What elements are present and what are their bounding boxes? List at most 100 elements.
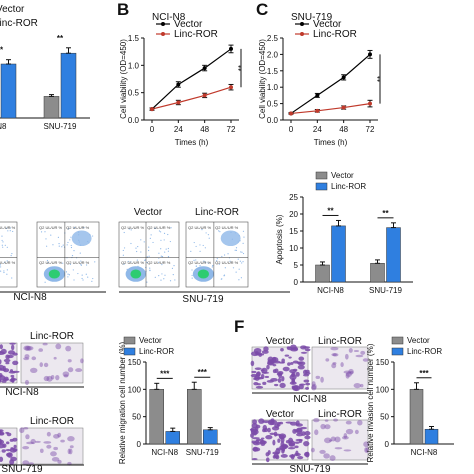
series-vector-bar [315,261,330,283]
stained-cell [43,441,52,444]
significance-label: ** [382,209,389,218]
series-vector-bar [149,382,164,445]
flow-event [61,246,63,248]
stained-cell [46,431,51,437]
flow-event [136,259,138,261]
flow-event [130,261,132,263]
panel-a-partial: -N8 ** SNU-719 ** Vector Linc-ROR [0,4,90,131]
flow-event [12,230,14,233]
series-linc-ror-bar [203,427,218,445]
flow-event [148,246,150,248]
stained-cell [273,383,279,387]
data-point [368,101,372,106]
stained-cell [271,426,280,431]
flow-event [152,241,154,244]
legend-label: Linc-ROR [174,29,218,40]
stained-cell [272,369,277,374]
stained-cell [279,382,286,389]
stained-cell [253,382,259,386]
flow-event [69,263,71,265]
micrograph-background [311,346,369,390]
legend-swatch [123,336,136,345]
micrograph-f-label-vector: Vector [266,336,295,347]
stained-cell [53,446,59,451]
bar [149,389,164,445]
micrograph-f-label-vector: Vector [266,409,295,420]
stained-cell [300,426,308,430]
flow-event [3,271,5,274]
legend-label: Vector [313,19,342,30]
stained-cell [332,361,337,365]
flow-event [143,241,145,243]
flow-event [148,255,150,257]
y-tick-label: 1.5 [128,34,140,43]
legend-swatch [123,347,136,356]
flow-event [85,264,88,266]
flow-event [223,254,226,256]
stained-cell [252,437,260,440]
stained-cell [290,453,295,460]
flow-label-linc-ror: Linc-ROR [195,207,239,218]
flow-event [207,262,209,264]
stained-cell [0,456,4,462]
flow-event [123,231,125,234]
flow-event [160,255,162,257]
stained-cell [314,429,319,436]
legend-label: Linc-ROR [407,347,442,356]
legend-label: Vector [331,171,354,180]
flow-event [9,227,11,229]
flow-event [81,277,83,280]
stained-cell [304,348,311,352]
data-point [229,85,233,90]
micrograph-background [20,342,84,384]
data-point [315,93,320,98]
quadrant-text: Q2 UL/UR % [147,225,171,230]
flow-event [83,227,85,229]
flow-event [62,244,64,246]
flow-event [193,259,195,261]
y-tick-label: 1.0 [128,61,140,70]
stained-cell [282,366,290,372]
stained-cell [39,448,44,453]
stained-cell [345,428,354,435]
stained-cell [3,358,11,363]
stained-cell [340,362,344,368]
flow-event [170,227,172,229]
flow-event [6,269,8,271]
data-point [176,82,181,87]
flow-event [127,260,129,263]
bar [43,96,60,119]
y-tick-label: 20 [289,210,298,219]
data-point [202,93,207,98]
legend-entry: Linc-ROR [391,347,442,356]
flow-event [158,252,160,254]
stained-cell [320,376,324,383]
flow-event [201,229,203,231]
x-tick-label: SNU-719 [369,286,402,295]
stained-cell [60,439,65,443]
stained-cell [53,434,60,439]
stained-cell [360,350,366,355]
micrograph-row-nci-n8: NCI-N8 [5,387,39,398]
data-point [150,107,154,112]
series-linc-ror-bar [0,59,17,119]
flow-event [144,259,146,261]
flow-event [160,279,162,281]
stained-cell [313,418,320,423]
x-tick-label: SNU-719 [44,122,77,131]
panel-label-f: F [234,317,244,336]
flow-event [72,269,74,271]
flow-event [219,231,221,233]
error-bar [336,219,341,227]
stained-cell [273,431,278,437]
micrograph-label-linc-ror: Linc-ROR [30,416,74,427]
y-tick-label: 0.5 [128,89,140,98]
stained-cell [57,459,62,464]
flow-event [135,247,137,249]
panel-label-b: B [117,0,129,19]
flow-event [205,261,207,263]
series-vector-bar [370,259,385,283]
flow-event [167,255,170,258]
flow-event [237,258,239,260]
legend-swatch [315,171,328,180]
